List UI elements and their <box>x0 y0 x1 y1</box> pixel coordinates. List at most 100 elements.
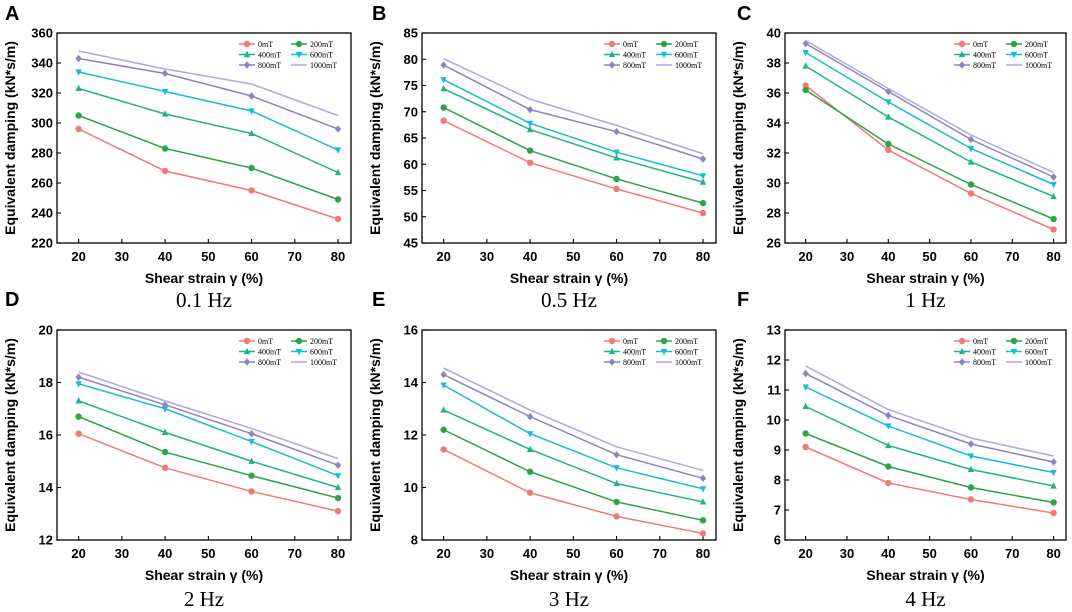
series-200mT <box>75 112 342 203</box>
data-point <box>161 69 169 78</box>
series-800mT <box>75 373 342 469</box>
data-point <box>248 429 255 438</box>
legend-marker <box>295 51 303 59</box>
series-line <box>78 376 339 466</box>
y-tick-label: 16 <box>39 428 53 443</box>
x-axis-label: Shear strain γ (%) <box>866 270 984 286</box>
data-point <box>334 168 342 176</box>
data-point <box>885 140 892 148</box>
y-tick-label: 45 <box>404 236 418 251</box>
y-axis-label: Equivalent damping (kN*s/m) <box>367 41 383 235</box>
series-0mT <box>440 117 707 217</box>
data-point <box>248 92 255 100</box>
series-400mT <box>802 402 1057 489</box>
y-tick-label: 65 <box>404 131 418 146</box>
series-line <box>78 415 339 499</box>
x-tick-label: 40 <box>158 249 172 264</box>
x-tick-label: 80 <box>331 249 345 264</box>
plot-frame <box>784 329 1067 541</box>
legend-label: 800mT <box>623 358 646 367</box>
data-point <box>967 465 975 473</box>
legend-marker <box>1010 348 1018 356</box>
data-point <box>613 513 620 520</box>
y-tick-label: 80 <box>404 52 418 67</box>
series-line <box>78 50 339 117</box>
series-600mT <box>802 49 1057 189</box>
y-tick-label: 70 <box>404 104 418 119</box>
data-point <box>440 61 447 69</box>
legend-marker <box>958 337 966 345</box>
legend-label: 200mT <box>1025 337 1048 346</box>
legend-label: 400mT <box>623 50 646 59</box>
series-line <box>805 89 1054 220</box>
chart-panel-f: F 20 30 40 50 60 70 80 6 7 8 9 10 11 12 13 Shear strain … <box>730 289 1067 611</box>
y-tick-label: 8 <box>774 473 781 488</box>
y-tick-label: 14 <box>404 375 419 390</box>
y-tick-label: 28 <box>767 206 781 221</box>
y-tick-label: 85 <box>404 26 418 41</box>
data-point <box>248 488 255 495</box>
data-point <box>334 196 342 203</box>
series-line <box>78 383 339 477</box>
legend-label: 400mT <box>623 347 646 356</box>
series-0mT <box>802 82 1057 233</box>
data-point <box>802 384 809 391</box>
x-tick-label: 30 <box>480 249 494 264</box>
series-400mT <box>440 406 707 505</box>
data-point <box>161 428 169 435</box>
data-point <box>526 105 534 114</box>
data-point <box>802 430 809 437</box>
data-point <box>334 483 342 491</box>
legend-marker <box>295 337 303 345</box>
x-tick-label: 50 <box>201 249 215 264</box>
data-point <box>1050 215 1057 223</box>
x-tick-label: 50 <box>922 546 936 561</box>
data-point <box>440 382 447 389</box>
legend-marker <box>660 40 668 48</box>
series-line <box>78 400 339 489</box>
series-line <box>443 106 704 204</box>
legend-label: 0mT <box>258 337 273 346</box>
y-tick-label: 11 <box>767 383 781 398</box>
series-line <box>78 87 339 174</box>
legend-marker <box>608 337 616 345</box>
x-tick-label: 70 <box>1005 249 1019 264</box>
data-point <box>1050 226 1057 233</box>
y-tick-label: 220 <box>31 236 53 251</box>
legend-marker <box>243 337 251 345</box>
data-point <box>967 145 975 153</box>
legend-label: 200mT <box>1025 40 1048 49</box>
series-600mT <box>75 69 342 154</box>
data-point <box>802 82 809 89</box>
series-line <box>805 42 1054 178</box>
data-point <box>699 155 707 163</box>
x-tick-label: 70 <box>288 546 302 561</box>
series-0mT <box>440 446 707 537</box>
y-tick-label: 8 <box>411 533 418 548</box>
x-tick-label: 60 <box>964 249 978 264</box>
legend-label: 400mT <box>258 50 281 59</box>
legend-label: 200mT <box>310 40 333 49</box>
series-line <box>443 87 704 183</box>
data-point <box>334 125 342 133</box>
data-point <box>613 465 620 472</box>
legend-marker <box>958 347 966 355</box>
y-axis-label: Equivalent damping (kN*s/m) <box>2 41 18 235</box>
y-tick-label: 260 <box>31 176 53 191</box>
data-point <box>161 167 169 175</box>
legend-marker <box>1010 51 1018 59</box>
legend-marker <box>243 50 251 58</box>
data-point <box>967 190 975 197</box>
series-line <box>805 405 1054 487</box>
data-point <box>161 448 169 456</box>
panel-letter: B <box>372 3 386 25</box>
data-point <box>526 147 534 154</box>
y-axis-label: Equivalent damping (kN*s/m) <box>730 41 746 235</box>
data-point <box>526 445 534 453</box>
y-tick-label: 240 <box>31 206 53 221</box>
panel-letter: C <box>737 3 751 25</box>
data-point <box>1050 509 1057 517</box>
data-point <box>334 494 342 502</box>
series-1000mT <box>443 367 704 472</box>
x-tick-label: 20 <box>798 249 812 264</box>
